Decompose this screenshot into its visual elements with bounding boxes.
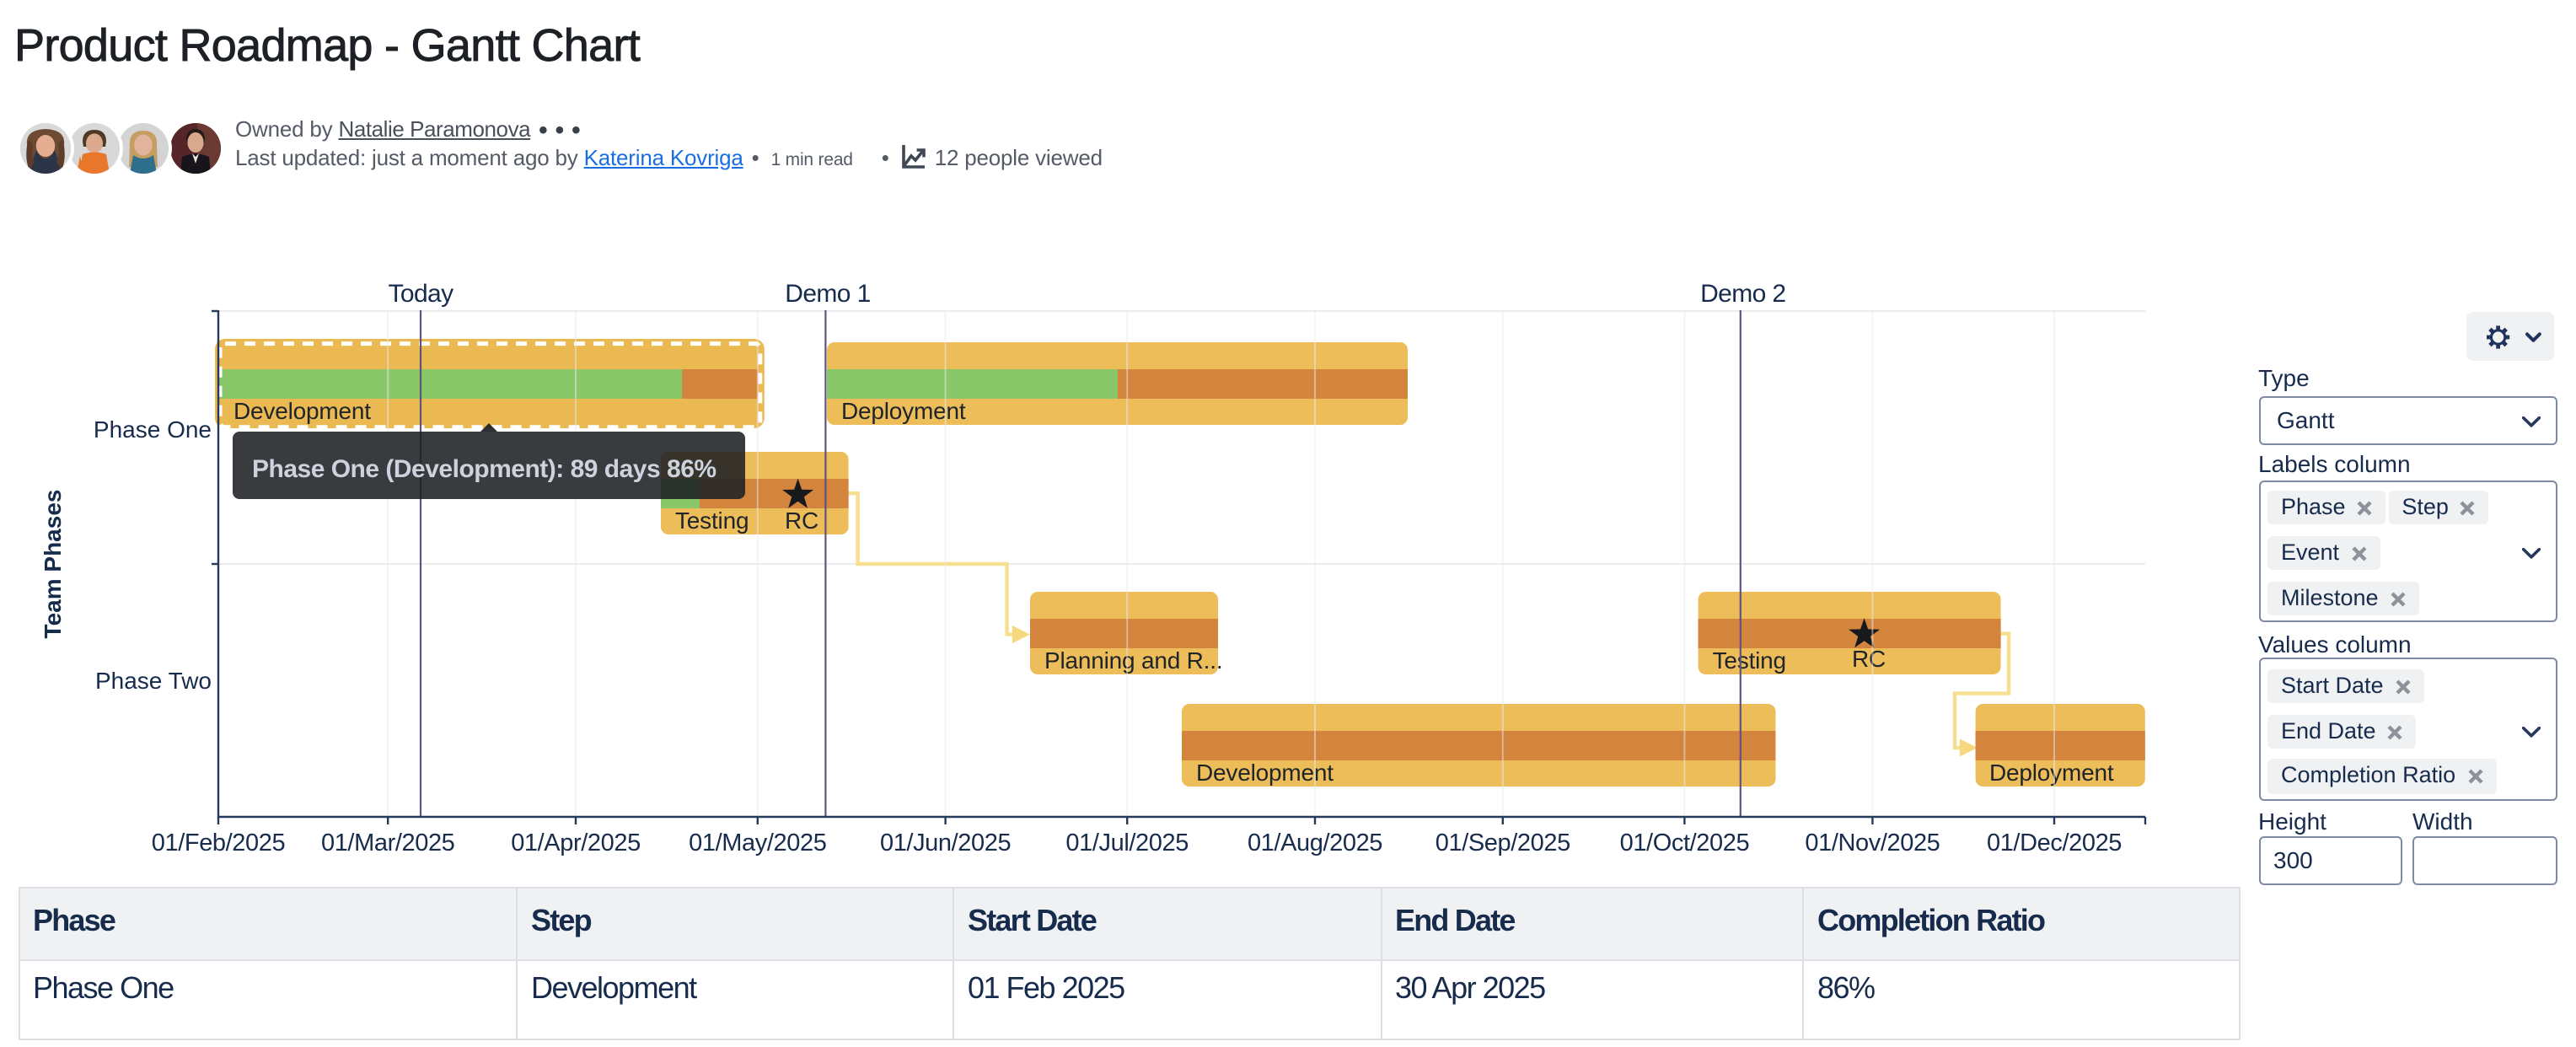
svg-text:01/Nov/2025: 01/Nov/2025 [1805, 830, 1940, 856]
svg-text:01/Dec/2025: 01/Dec/2025 [1987, 830, 2122, 856]
svg-text:01/Jun/2025: 01/Jun/2025 [880, 830, 1011, 856]
svg-text:01/May/2025: 01/May/2025 [689, 830, 826, 856]
svg-text:01/Aug/2025: 01/Aug/2025 [1248, 830, 1382, 856]
svg-text:Testing: Testing [1713, 647, 1786, 674]
svg-text:Deployment: Deployment [1989, 760, 2114, 786]
svg-text:Testing: Testing [675, 507, 749, 534]
svg-text:Planning and R...: Planning and R... [1044, 647, 1222, 674]
svg-text:01/Feb/2025: 01/Feb/2025 [152, 830, 285, 856]
svg-text:Demo 1: Demo 1 [785, 280, 870, 308]
svg-text:01/Oct/2025: 01/Oct/2025 [1620, 830, 1750, 856]
svg-text:Phase One: Phase One [94, 416, 212, 443]
svg-text:01/Jul/2025: 01/Jul/2025 [1065, 830, 1189, 856]
svg-text:Phase Two: Phase Two [95, 668, 212, 694]
svg-text:01/Apr/2025: 01/Apr/2025 [511, 830, 641, 856]
svg-text:Demo 2: Demo 2 [1700, 280, 1785, 308]
svg-text:01/Sep/2025: 01/Sep/2025 [1436, 830, 1570, 856]
svg-text:Today: Today [388, 280, 453, 308]
svg-text:RC: RC [785, 507, 818, 534]
svg-text:RC: RC [1852, 646, 1886, 672]
svg-text:01/Mar/2025: 01/Mar/2025 [321, 830, 454, 856]
svg-text:Deployment: Deployment [841, 398, 966, 424]
svg-text:Development: Development [1196, 760, 1334, 786]
svg-text:Team Phases: Team Phases [40, 490, 66, 639]
svg-text:Development: Development [233, 398, 371, 424]
